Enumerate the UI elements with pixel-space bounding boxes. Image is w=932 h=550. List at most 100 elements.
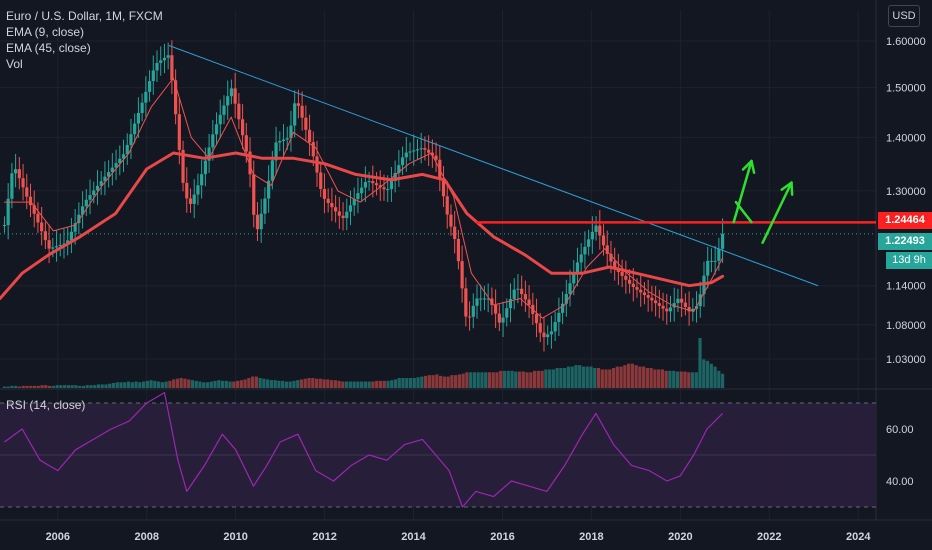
candle-body — [211, 134, 215, 148]
volume-bar — [115, 382, 119, 388]
volume-bar — [596, 368, 601, 388]
candle-body — [255, 214, 260, 230]
candle-body — [363, 182, 367, 188]
candle-body — [88, 195, 92, 200]
time-tick-label: 2006 — [46, 531, 70, 543]
volume-bar — [344, 381, 349, 388]
volume-bar — [198, 381, 202, 388]
volume-bar — [55, 385, 59, 388]
volume-bar — [314, 378, 319, 388]
volume-bar — [476, 372, 480, 388]
volume-bar — [29, 385, 33, 388]
volume-bar — [21, 385, 25, 388]
volume-bar — [615, 366, 619, 388]
volume-bar — [559, 368, 563, 388]
candle-body — [520, 288, 524, 295]
time-tick-label: 2014 — [401, 531, 426, 543]
currency-button[interactable]: USD — [888, 5, 920, 27]
candle-body — [233, 88, 237, 104]
volume-bar — [6, 386, 10, 388]
arrow-shaft — [732, 159, 753, 224]
volume-bar — [217, 380, 221, 388]
volume-bar — [551, 369, 555, 388]
candle-body — [103, 176, 107, 182]
candle-body — [107, 172, 111, 177]
candle-body — [259, 213, 263, 230]
volume-bar — [138, 382, 142, 388]
volume-bar — [44, 385, 48, 388]
arrow-head — [741, 159, 753, 171]
volume-bar — [123, 382, 127, 388]
volume-bar — [506, 370, 510, 388]
volume-bar — [532, 370, 537, 388]
candle-body — [162, 57, 167, 61]
candle-body — [397, 165, 401, 174]
candle-body — [717, 248, 721, 261]
volume-bar — [720, 373, 725, 388]
candle-body — [564, 293, 568, 304]
ema45-legend[interactable]: EMA (45, close) — [6, 41, 91, 55]
candle-body — [2, 225, 7, 227]
candle-body — [237, 103, 241, 120]
candle-body — [441, 177, 446, 197]
candle-body — [207, 147, 211, 161]
volume-bar — [70, 385, 74, 388]
volume-bar — [397, 378, 401, 388]
candle-body — [140, 102, 144, 114]
candle-body — [196, 185, 200, 195]
volume-bar — [89, 385, 93, 388]
candle-body — [285, 138, 289, 140]
time-tick-label: 2010 — [223, 531, 247, 543]
volume-bar — [277, 380, 281, 388]
candle-body — [92, 190, 96, 196]
volume-bar — [540, 370, 544, 388]
volume-bar — [352, 381, 356, 388]
time-tick-label: 2018 — [579, 531, 603, 543]
volume-bar — [563, 368, 567, 388]
candle-body — [579, 254, 583, 263]
volume-bar — [187, 379, 191, 388]
candle-body — [393, 173, 397, 182]
rsi-legend[interactable]: RSI (14, close) — [6, 398, 86, 412]
volume-bar — [292, 380, 296, 388]
candle-body — [270, 160, 274, 181]
volume-bar — [423, 375, 428, 388]
volume-bar — [529, 372, 533, 388]
candle-body — [17, 169, 21, 179]
candle-body — [549, 331, 554, 335]
bar-countdown-tag: 13d 9h — [886, 252, 932, 269]
volume-bar — [555, 368, 559, 388]
candle-body — [185, 182, 189, 199]
time-tick-label: 2012 — [312, 531, 336, 543]
volume-bar — [450, 375, 454, 388]
candle-body — [174, 80, 178, 115]
volume-bar — [126, 381, 131, 388]
candle-body — [319, 172, 323, 190]
volume-bar — [465, 372, 469, 388]
candle-body — [252, 174, 256, 215]
candle-body — [467, 316, 472, 318]
candle-body — [709, 260, 714, 262]
volume-bar — [81, 385, 86, 388]
volume-bar — [649, 368, 653, 388]
candle-body — [687, 306, 691, 312]
candle-body — [471, 305, 475, 317]
volume-bar — [209, 381, 213, 388]
candle-body — [177, 114, 181, 150]
ema9-legend[interactable]: EMA (9, close) — [6, 25, 85, 39]
candle-body — [278, 140, 282, 143]
candle-body — [449, 214, 453, 227]
candle-body — [345, 211, 349, 219]
rsi-tick-label: 40.00 — [886, 476, 914, 488]
volume-bar — [32, 385, 37, 388]
volume-bar — [502, 370, 507, 388]
candle-body — [501, 317, 505, 323]
candle-body — [676, 298, 680, 304]
volume-bar — [638, 366, 642, 388]
candle-body — [423, 148, 427, 150]
volume-legend[interactable]: Vol — [6, 57, 23, 71]
candle-body — [508, 298, 513, 309]
candle-body — [445, 196, 449, 215]
symbol-title[interactable]: Euro / U.S. Dollar, 1M, FXCM — [6, 9, 163, 23]
candle-body — [482, 298, 487, 300]
